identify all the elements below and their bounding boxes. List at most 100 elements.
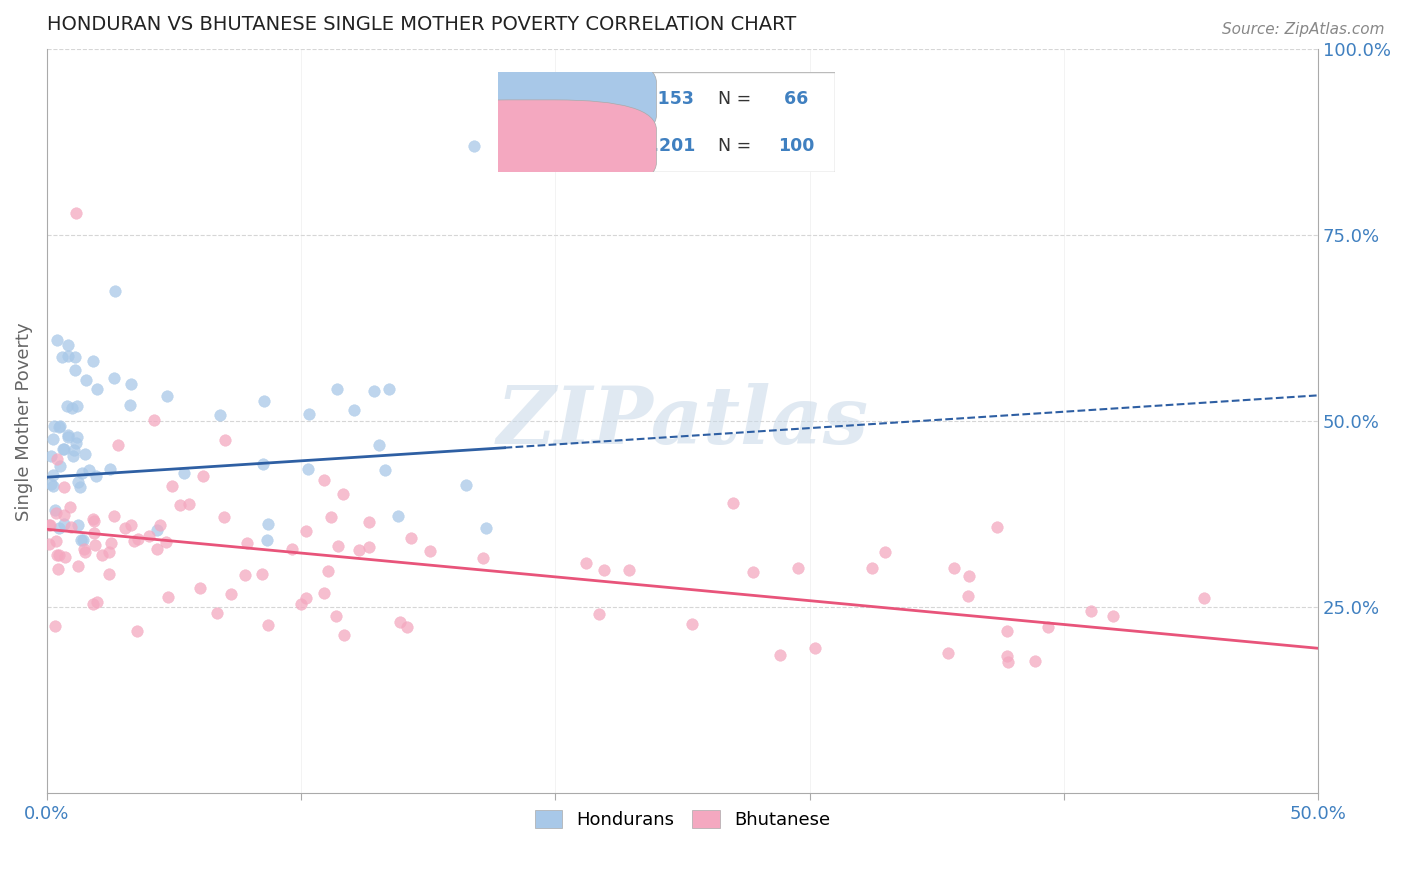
Point bbox=[138, 529, 160, 543]
Point bbox=[46, 549, 69, 563]
Point bbox=[357, 540, 380, 554]
Point bbox=[936, 646, 959, 660]
Point bbox=[38, 537, 60, 551]
Point bbox=[588, 607, 610, 621]
Point bbox=[58, 338, 80, 352]
Point bbox=[75, 373, 97, 387]
Point bbox=[188, 581, 211, 595]
Point bbox=[41, 449, 63, 463]
Point bbox=[120, 376, 142, 391]
Point bbox=[256, 533, 278, 548]
Point bbox=[67, 475, 90, 489]
Point bbox=[48, 521, 70, 535]
Point bbox=[65, 430, 87, 444]
Point bbox=[56, 400, 79, 414]
Point bbox=[98, 566, 121, 581]
Point bbox=[257, 517, 280, 532]
Point bbox=[60, 401, 83, 416]
Point bbox=[70, 466, 93, 480]
Point bbox=[1194, 591, 1216, 605]
Point bbox=[957, 589, 980, 603]
Point bbox=[321, 509, 343, 524]
Point bbox=[63, 351, 86, 365]
Point bbox=[233, 568, 256, 582]
Point bbox=[475, 521, 498, 535]
Point bbox=[53, 549, 76, 564]
Point bbox=[1102, 608, 1125, 623]
Point bbox=[454, 478, 477, 492]
Point bbox=[368, 438, 391, 452]
Point bbox=[56, 430, 79, 444]
Point bbox=[82, 354, 104, 368]
Point bbox=[214, 433, 236, 447]
Point bbox=[103, 371, 125, 385]
Point bbox=[252, 394, 274, 409]
Point bbox=[219, 587, 242, 601]
Point bbox=[943, 560, 966, 574]
Legend: Hondurans, Bhutanese: Hondurans, Bhutanese bbox=[527, 803, 838, 837]
Point bbox=[343, 403, 366, 417]
Point bbox=[46, 333, 69, 347]
Point bbox=[100, 462, 122, 476]
Point bbox=[66, 559, 89, 574]
Point bbox=[103, 284, 125, 298]
Point bbox=[177, 497, 200, 511]
Point bbox=[100, 536, 122, 550]
Point bbox=[83, 526, 105, 541]
Point bbox=[114, 521, 136, 535]
Point bbox=[103, 508, 125, 523]
Point bbox=[316, 564, 339, 578]
Point bbox=[160, 479, 183, 493]
Point bbox=[143, 413, 166, 427]
Text: ZIPatlas: ZIPatlas bbox=[496, 383, 869, 460]
Point bbox=[69, 533, 91, 548]
Point bbox=[42, 432, 65, 446]
Point bbox=[107, 438, 129, 452]
Point bbox=[72, 541, 94, 556]
Point bbox=[39, 476, 62, 491]
Point bbox=[169, 499, 191, 513]
Point bbox=[290, 598, 312, 612]
Point bbox=[281, 541, 304, 556]
Point bbox=[256, 618, 278, 632]
Point bbox=[46, 562, 69, 576]
Point bbox=[127, 532, 149, 546]
Point bbox=[44, 503, 66, 517]
Point bbox=[297, 461, 319, 475]
Y-axis label: Single Mother Poverty: Single Mother Poverty bbox=[15, 322, 32, 521]
Point bbox=[65, 206, 87, 220]
Point bbox=[82, 597, 104, 611]
Point bbox=[387, 508, 409, 523]
Point bbox=[42, 479, 65, 493]
Point bbox=[359, 515, 381, 529]
Point bbox=[86, 382, 108, 396]
Point bbox=[173, 466, 195, 480]
Point bbox=[53, 517, 76, 532]
Point bbox=[1024, 654, 1046, 668]
Point bbox=[1080, 603, 1102, 617]
Point bbox=[325, 608, 347, 623]
Point bbox=[63, 363, 86, 377]
Point bbox=[295, 524, 318, 538]
Point bbox=[157, 590, 180, 604]
Point bbox=[44, 619, 66, 633]
Point bbox=[986, 519, 1008, 533]
Point bbox=[49, 419, 72, 434]
Point bbox=[314, 586, 336, 600]
Point bbox=[91, 548, 114, 562]
Point bbox=[463, 139, 485, 153]
Point bbox=[44, 419, 66, 434]
Point bbox=[120, 517, 142, 532]
Point bbox=[419, 543, 441, 558]
Point bbox=[82, 512, 104, 526]
Point bbox=[312, 473, 335, 487]
Point bbox=[51, 351, 73, 365]
Point bbox=[127, 624, 149, 638]
Point bbox=[742, 566, 765, 580]
Point bbox=[73, 447, 96, 461]
Point bbox=[62, 449, 84, 463]
Point bbox=[786, 561, 808, 575]
Point bbox=[59, 520, 82, 534]
Point bbox=[46, 451, 69, 466]
Point bbox=[997, 655, 1019, 669]
